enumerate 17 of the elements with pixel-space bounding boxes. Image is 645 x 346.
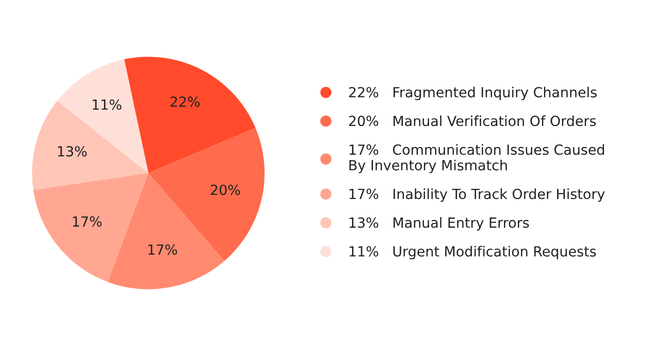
pie-slice [124, 56, 256, 173]
pie-slice [57, 59, 148, 173]
data-label: 17% [73, 216, 102, 227]
legend-label: 13% Manual Entry Errors [350, 217, 529, 231]
legend-label: 11% Urgent Modification Requests [350, 246, 596, 260]
data-label: 20% [210, 184, 240, 196]
legend-label: 17% Inability To Track Order History [350, 188, 605, 202]
legend-label: 22% Fragmented Inquiry Channels [349, 86, 597, 100]
pie-slice [33, 173, 148, 282]
data-label: 13% [58, 146, 87, 157]
legend-label: 17% Communication Issues Caused By Inventory Mismatch [349, 144, 604, 174]
data-label: 17% [148, 244, 178, 255]
data-label: 22% [170, 96, 200, 107]
data-label: 11% [92, 99, 122, 110]
legend-label: 20% Manual Verification Of Orders [349, 115, 596, 126]
pie-slice [32, 100, 148, 190]
pie-slice [148, 128, 265, 262]
